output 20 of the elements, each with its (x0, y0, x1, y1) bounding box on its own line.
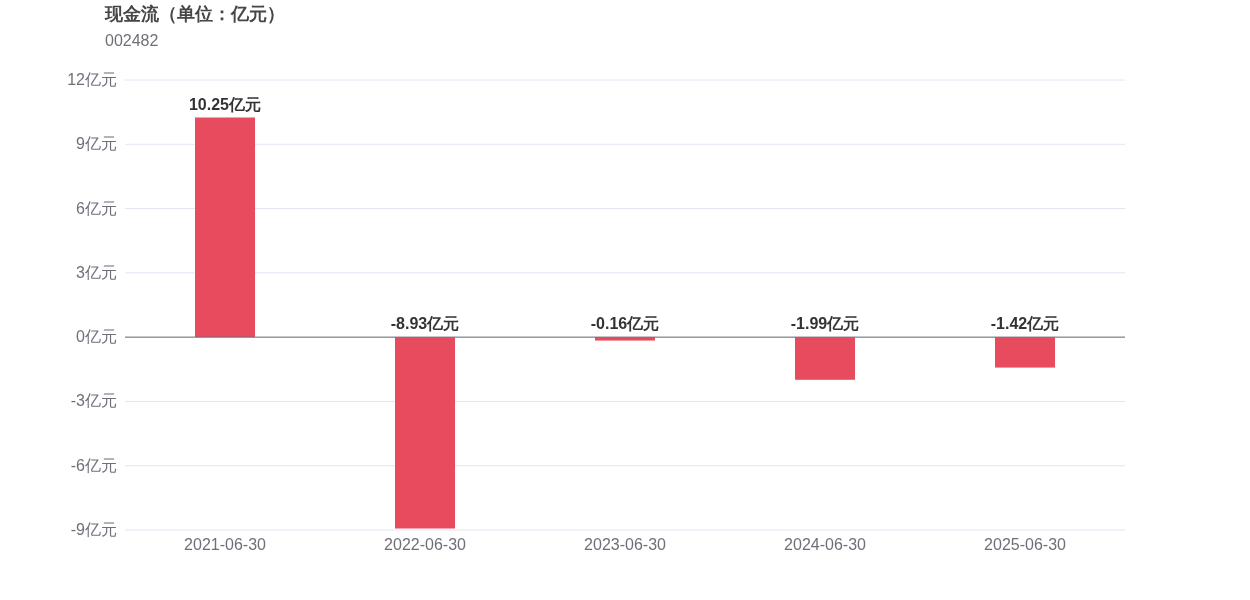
data-label: -0.16亿元 (590, 315, 660, 333)
y-tick-label: -3亿元 (70, 392, 117, 410)
chart-title: 现金流（单位：亿元） (104, 4, 285, 24)
chart-subtitle: 002482 (105, 32, 159, 49)
x-tick-label: 2021-06-30 (184, 536, 267, 553)
x-tick-label: 2022-06-30 (384, 536, 467, 553)
x-tick-label: 2024-06-30 (784, 536, 867, 553)
y-tick-label: 12亿元 (67, 71, 117, 88)
data-label: -1.99亿元 (790, 315, 860, 333)
y-tick-label: 6亿元 (76, 199, 117, 217)
y-tick-label: 3亿元 (76, 263, 117, 281)
y-tick-label: 9亿元 (76, 135, 117, 153)
y-tick-label: 0亿元 (76, 328, 117, 346)
x-tick-label: 2025-06-30 (984, 536, 1067, 553)
data-label: -8.93亿元 (390, 315, 460, 333)
data-label: 10.25亿元 (188, 95, 262, 113)
y-tick-label: -9亿元 (70, 521, 117, 538)
data-label: -1.42亿元 (990, 315, 1060, 333)
x-tick-label: 2023-06-30 (584, 536, 667, 553)
y-tick-label: -6亿元 (70, 456, 117, 474)
